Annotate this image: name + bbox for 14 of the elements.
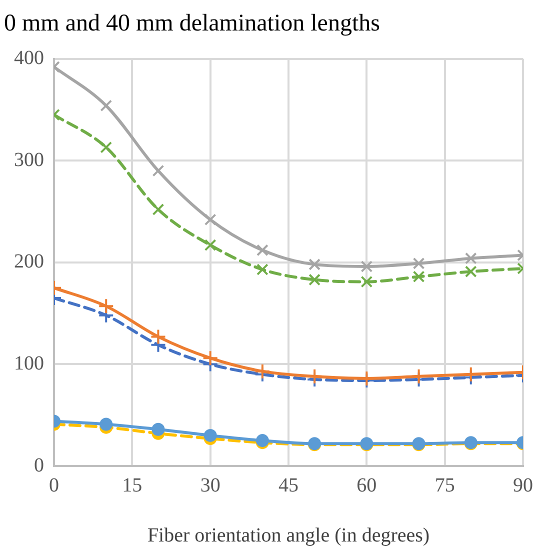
- x-tick-label: 0: [49, 474, 59, 496]
- x-tick-label: 45: [278, 474, 298, 496]
- x-axis-title: Fiber orientation angle (in degrees): [147, 524, 430, 546]
- y-tick-label: 400: [14, 47, 44, 70]
- x-tick-label: 30: [200, 474, 220, 496]
- chart-title: 0 mm and 40 mm delamination lengths: [4, 10, 380, 37]
- x-tick-label: 15: [122, 474, 142, 496]
- x-tick-label: 60: [356, 474, 377, 496]
- x-tick-label: 75: [434, 474, 455, 496]
- y-tick-label: 0: [34, 454, 44, 476]
- y-tick-label: 200: [14, 250, 44, 273]
- y-tick-label: 100: [14, 352, 44, 374]
- x-tick-label: 90: [513, 474, 533, 496]
- y-tick-label: 300: [14, 148, 44, 171]
